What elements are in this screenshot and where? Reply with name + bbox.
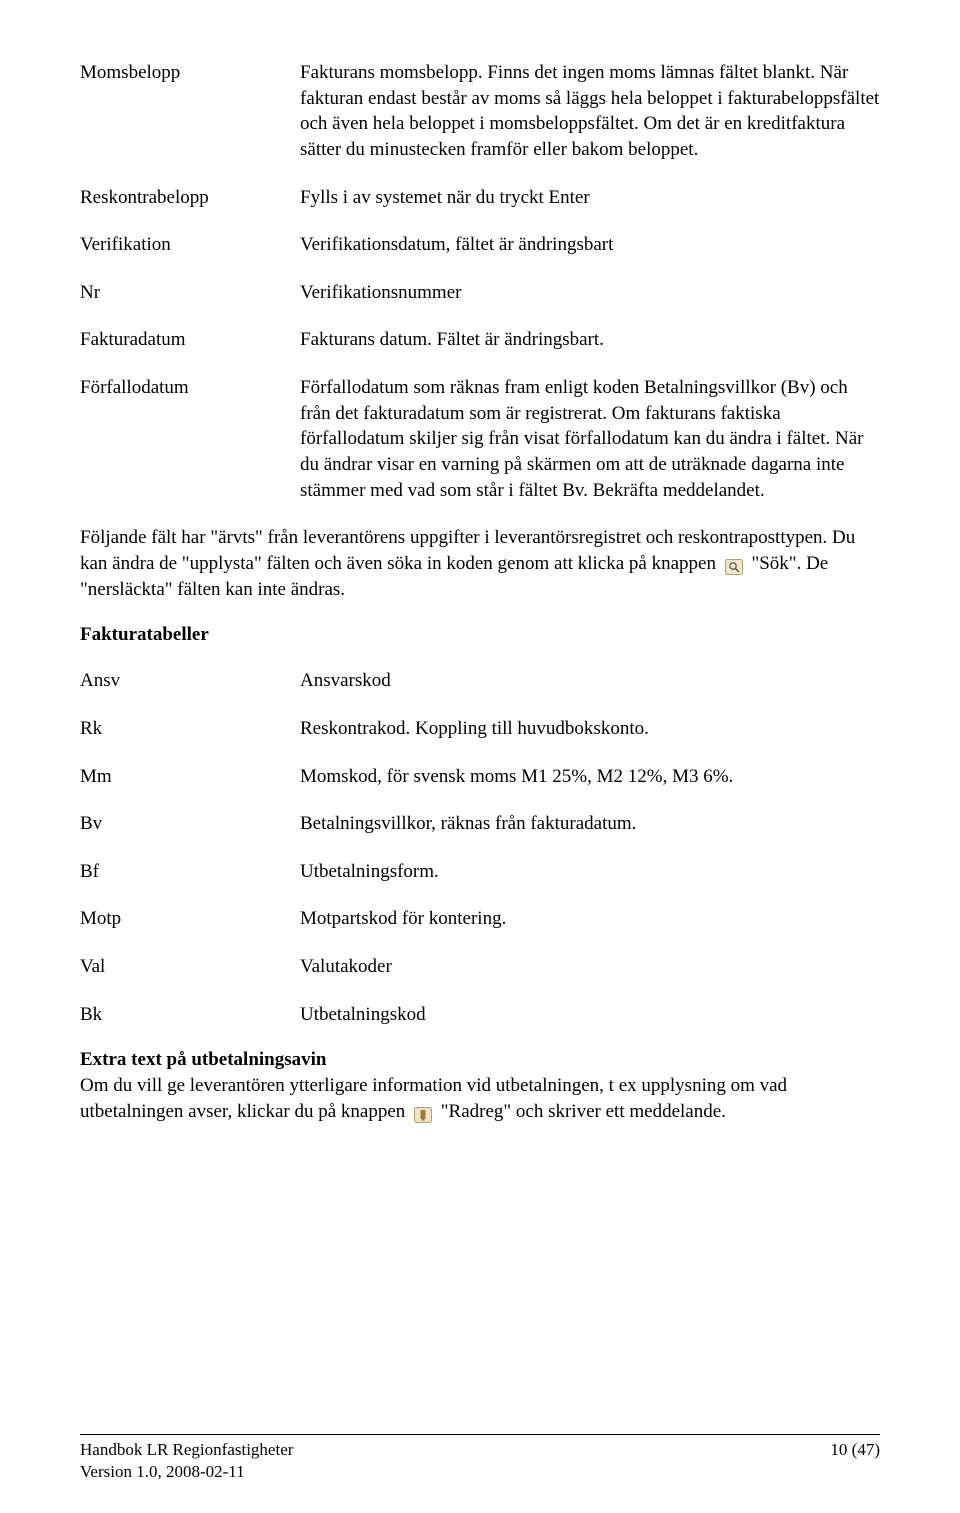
def-desc: Momskod, för svensk moms M1 25%, M2 12%,… [300, 764, 880, 790]
heading-extra-text: Extra text på utbetalningsavin [80, 1049, 880, 1071]
footer-title: Handbok LR Regionfastigheter [80, 1439, 293, 1461]
def-term: Bf [80, 859, 300, 885]
def-term: Fakturadatum [80, 327, 300, 353]
footer-row: Handbok LR Regionfastigheter Version 1.0… [80, 1439, 880, 1483]
def-term: Bv [80, 811, 300, 837]
def-row: Bk Utbetalningskod [80, 1002, 880, 1028]
def-desc: Fakturans momsbelopp. Finns det ingen mo… [300, 60, 880, 163]
definitions-block-1: Momsbelopp Fakturans momsbelopp. Finns d… [80, 60, 880, 503]
def-desc: Utbetalningskod [300, 1002, 880, 1028]
extra-text-paragraph: Om du vill ge leverantören ytterligare i… [80, 1073, 880, 1124]
footer-page-number: 10 (47) [830, 1439, 880, 1483]
def-desc: Utbetalningsform. [300, 859, 880, 885]
document-page: Momsbelopp Fakturans momsbelopp. Finns d… [0, 0, 960, 1513]
footer-left: Handbok LR Regionfastigheter Version 1.0… [80, 1439, 293, 1483]
heading-fakturatabeller: Fakturatabeller [80, 624, 880, 646]
def-term: Mm [80, 764, 300, 790]
def-row: Bf Utbetalningsform. [80, 859, 880, 885]
def-desc: Betalningsvillkor, räknas från fakturada… [300, 811, 880, 837]
def-row: Nr Verifikationsnummer [80, 280, 880, 306]
footer-version: Version 1.0, 2008-02-11 [80, 1461, 293, 1483]
def-row: Ansv Ansvarskod [80, 668, 880, 694]
def-term: Val [80, 954, 300, 980]
def-term: Verifikation [80, 232, 300, 258]
def-row: Val Valutakoder [80, 954, 880, 980]
def-desc: Valutakoder [300, 954, 880, 980]
def-row: Fakturadatum Fakturans datum. Fältet är … [80, 327, 880, 353]
page-footer: Handbok LR Regionfastigheter Version 1.0… [80, 1434, 880, 1483]
def-term: Förfallodatum [80, 375, 300, 401]
paragraph-text-part2: "Radreg" och skriver ett meddelande. [436, 1101, 726, 1122]
def-term: Momsbelopp [80, 60, 300, 86]
def-row: Verifikation Verifikationsdatum, fältet … [80, 232, 880, 258]
def-desc: Förfallodatum som räknas fram enligt kod… [300, 375, 880, 503]
def-row: Rk Reskontrakod. Koppling till huvudboks… [80, 716, 880, 742]
footer-divider [80, 1434, 880, 1435]
inherited-fields-paragraph: Följande fält har "ärvts" från leverantö… [80, 525, 880, 602]
def-desc: Fakturans datum. Fältet är ändringsbart. [300, 327, 880, 353]
def-term: Nr [80, 280, 300, 306]
def-term: Reskontrabelopp [80, 185, 300, 211]
def-row: Mm Momskod, för svensk moms M1 25%, M2 1… [80, 764, 880, 790]
search-icon [725, 557, 743, 573]
def-term: Bk [80, 1002, 300, 1028]
def-desc: Reskontrakod. Koppling till huvudbokskon… [300, 716, 880, 742]
def-term: Ansv [80, 668, 300, 694]
def-desc: Ansvarskod [300, 668, 880, 694]
def-desc: Verifikationsdatum, fältet är ändringsba… [300, 232, 880, 258]
def-desc: Motpartskod för kontering. [300, 906, 880, 932]
def-row: Bv Betalningsvillkor, räknas från faktur… [80, 811, 880, 837]
def-desc: Verifikationsnummer [300, 280, 880, 306]
definitions-block-2: Ansv Ansvarskod Rk Reskontrakod. Kopplin… [80, 668, 880, 1027]
def-row: Reskontrabelopp Fylls i av systemet när … [80, 185, 880, 211]
def-row: Motp Motpartskod för kontering. [80, 906, 880, 932]
def-desc: Fylls i av systemet när du tryckt Enter [300, 185, 880, 211]
radreg-icon [414, 1105, 432, 1121]
def-term: Rk [80, 716, 300, 742]
def-term: Motp [80, 906, 300, 932]
def-row: Förfallodatum Förfallodatum som räknas f… [80, 375, 880, 503]
def-row: Momsbelopp Fakturans momsbelopp. Finns d… [80, 60, 880, 163]
